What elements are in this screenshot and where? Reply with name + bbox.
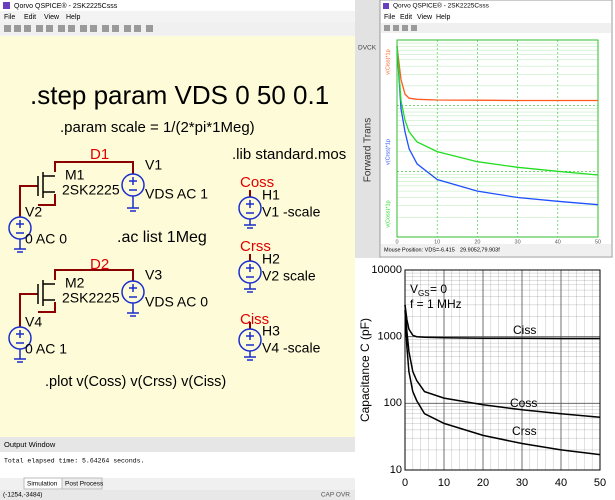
directive: .lib standard.mos: [232, 146, 346, 163]
component-label: V1: [145, 157, 162, 173]
x-tick-label: 40: [555, 477, 567, 489]
menu-item[interactable]: View: [44, 14, 60, 21]
annotation: = 0: [430, 282, 447, 296]
curve-label: Crss: [512, 424, 537, 438]
x-tick-label: 50: [594, 477, 606, 489]
y-tick-label: 100: [384, 397, 402, 409]
tool-icon[interactable]: [24, 25, 31, 32]
directive: .param scale = 1/(2*pi*1Meg): [60, 119, 255, 136]
net-label: D2: [90, 256, 109, 273]
component-label: 2SK2225: [62, 182, 120, 198]
menu-item[interactable]: View: [417, 14, 433, 21]
status-bar: [0, 490, 355, 500]
directive: .plot v(Coss) v(Crss) v(Ciss): [45, 374, 226, 390]
menu-item[interactable]: Edit: [24, 14, 36, 21]
component-label: M1: [65, 167, 85, 183]
waveform-window: [380, 0, 612, 257]
component-label: V4 -scale: [262, 340, 321, 356]
tool-icon[interactable]: [393, 25, 399, 31]
component-label: VDS AC 1: [145, 186, 208, 202]
menu-item[interactable]: File: [384, 14, 395, 21]
y-tick-label: 10: [390, 464, 402, 476]
output-body: [0, 452, 355, 478]
component-label: 2SK2225: [62, 290, 120, 306]
status-coords: (-1254,-3484): [3, 492, 42, 499]
directive: .step param VDS 0 50 0.1: [30, 80, 329, 110]
component-label: H1: [262, 187, 280, 203]
net-label: D1: [90, 146, 109, 163]
status-mode: CAP OVR: [321, 492, 350, 499]
series-label: v(Ciss)*1p: [385, 49, 391, 74]
tool-icon[interactable]: [14, 25, 21, 32]
tab-label[interactable]: Post Process: [65, 481, 104, 488]
x-tick-label: 20: [474, 239, 480, 245]
series-label: v(Coss)*1p: [385, 200, 391, 227]
y-tick-label: 10000: [371, 264, 402, 276]
component-label: V3: [145, 267, 162, 283]
annotation: V: [410, 282, 418, 296]
x-tick-label: 0: [395, 239, 398, 245]
tool-icon[interactable]: [4, 25, 11, 32]
output-title: Output Window: [4, 440, 56, 449]
background-axis-label: Forward Trans: [363, 118, 374, 182]
component-label: V2: [25, 204, 42, 220]
app-icon: [3, 2, 10, 9]
background-text: DVCK: [358, 45, 377, 52]
x-tick-label: 50: [595, 239, 601, 245]
component-label: V4: [25, 314, 42, 330]
y-axis-label: Capacitance C (pF): [358, 318, 372, 422]
tool-icon[interactable]: [68, 25, 75, 32]
menu-item[interactable]: Help: [436, 14, 451, 21]
curve-label: Ciss: [513, 323, 536, 337]
tool-icon[interactable]: [402, 25, 408, 31]
tool-icon[interactable]: [146, 25, 153, 32]
x-tick-label: 20: [477, 477, 489, 489]
x-tick-label: 0: [402, 477, 408, 489]
window-title: Qorvo QSPICE® - 2SK2225Csss: [393, 2, 490, 10]
component-label: H3: [262, 323, 280, 339]
mouse-value: 29.9052,79.903f: [460, 247, 500, 253]
x-tick-label: 30: [516, 477, 528, 489]
tool-icon[interactable]: [411, 25, 417, 31]
directive: .ac list 1Meg: [117, 229, 207, 246]
tool-icon[interactable]: [102, 25, 109, 32]
component-label: VDS AC 0: [145, 294, 208, 310]
tool-icon[interactable]: [384, 25, 390, 31]
tool-icon[interactable]: [124, 25, 131, 32]
component-label: 0 AC 0: [25, 231, 67, 247]
menu-item[interactable]: File: [4, 14, 15, 21]
tool-icon[interactable]: [46, 25, 53, 32]
toolbar: [0, 22, 355, 35]
curve-label: Coss: [510, 396, 537, 410]
app-icon: [383, 3, 389, 9]
window-title: Qorvo QSPICE® - 2SK2225Csss: [14, 2, 118, 10]
menu-item[interactable]: Help: [66, 14, 81, 21]
component-label: H2: [262, 251, 280, 267]
x-tick-label: 10: [434, 239, 440, 245]
component-label: V2 scale: [262, 268, 316, 284]
component-label: V1 -scale: [262, 204, 321, 220]
component-label: 0 AC 1: [25, 341, 67, 357]
series-label: v(Crss)*1p: [385, 139, 391, 165]
tool-icon[interactable]: [58, 25, 65, 32]
tab-label[interactable]: Simulation: [27, 481, 58, 488]
mouse-position: Mouse Position: VDS=-6.415: [384, 247, 455, 253]
y-tick-label: 1000: [378, 331, 402, 343]
tool-icon[interactable]: [90, 25, 97, 32]
x-tick-label: 40: [555, 239, 561, 245]
tool-icon[interactable]: [112, 25, 119, 32]
menu-item[interactable]: Edit: [400, 14, 412, 21]
component-label: M2: [65, 275, 85, 291]
output-text: Total elapsed time: 5.64264 seconds.: [4, 458, 144, 465]
annotation: f = 1 MHz: [410, 297, 462, 311]
tool-icon[interactable]: [134, 25, 141, 32]
x-tick-label: 30: [515, 239, 521, 245]
tool-icon[interactable]: [36, 25, 43, 32]
tool-icon[interactable]: [80, 25, 87, 32]
x-tick-label: 10: [438, 477, 450, 489]
